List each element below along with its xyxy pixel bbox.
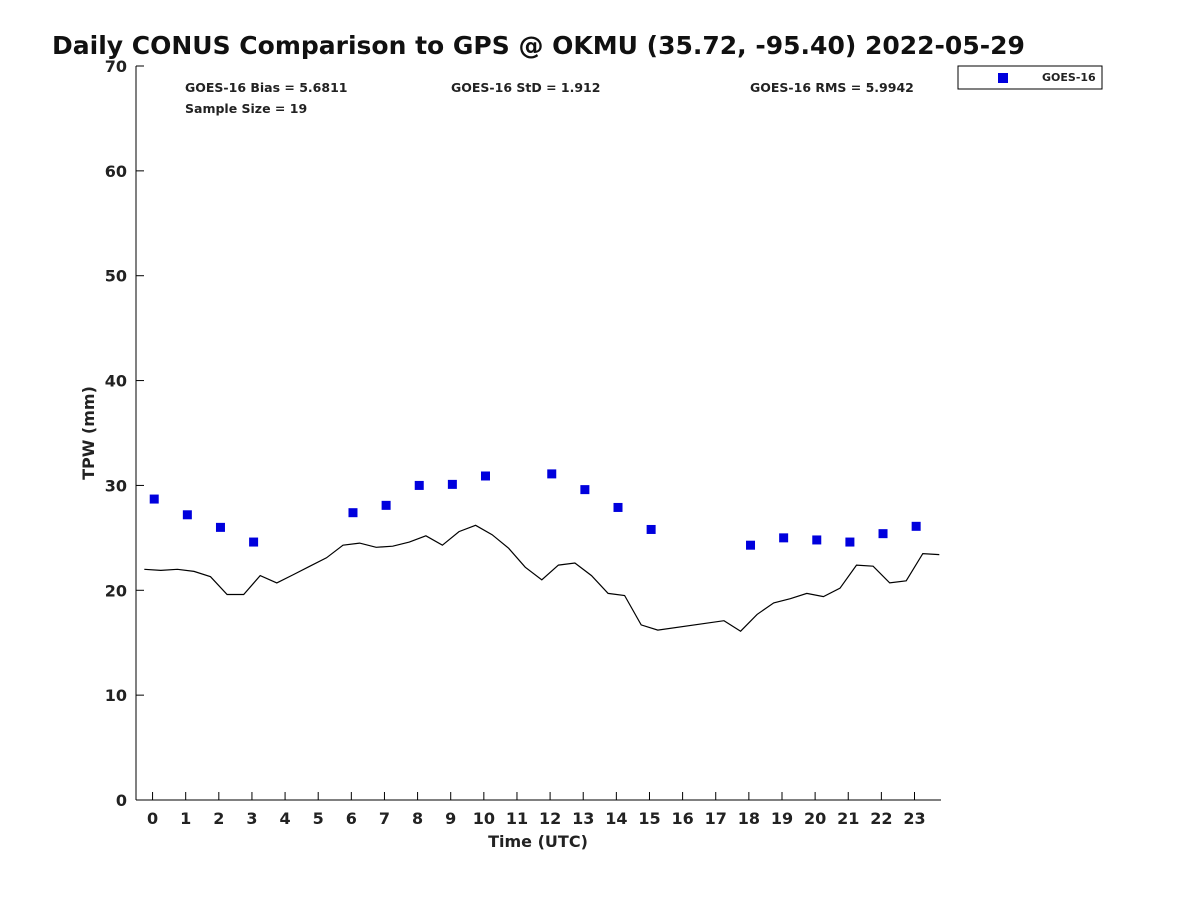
y-tick-label: 60 (105, 162, 127, 181)
stat-std: GOES-16 StD = 1.912 (451, 80, 600, 95)
goes16-data-point (447, 479, 457, 489)
y-tick-label: 70 (105, 57, 127, 76)
x-tick-label: 10 (473, 809, 495, 828)
stat-bias: GOES-16 Bias = 5.6811 (185, 80, 347, 95)
goes16-data-point (812, 535, 822, 545)
legend-box (957, 65, 1103, 90)
x-tick-label: 8 (412, 809, 423, 828)
x-tick-label: 23 (903, 809, 925, 828)
goes16-data-point (182, 510, 192, 520)
x-tick-label: 22 (870, 809, 892, 828)
x-tick-label: 14 (605, 809, 627, 828)
x-tick-label: 21 (837, 809, 859, 828)
goes16-data-point (779, 533, 789, 543)
x-tick-label: 18 (738, 809, 760, 828)
goes16-data-point (215, 522, 225, 532)
gps-line-series (144, 524, 940, 632)
y-ticks: 0 10 20 30 40 50 60 70 (105, 57, 144, 810)
gps-tpw-line (144, 524, 940, 632)
goes16-data-point (414, 480, 424, 490)
x-tick-label: 11 (506, 809, 528, 828)
legend-marker-goes16 (998, 73, 1008, 83)
y-tick-label: 30 (105, 476, 127, 495)
goes16-data-point (480, 471, 490, 481)
x-axis-title: Time (UTC) (488, 832, 588, 851)
x-tick-label: 0 (147, 809, 158, 828)
y-tick-label: 0 (116, 791, 127, 810)
y-tick-label: 20 (105, 581, 127, 600)
y-tick-label: 40 (105, 372, 127, 391)
y-tick-label: 10 (105, 686, 127, 705)
x-tick-label: 20 (804, 809, 826, 828)
legend-label-goes16: GOES-16 (1042, 71, 1096, 84)
goes16-data-point (911, 521, 921, 531)
goes16-data-point (249, 537, 259, 547)
goes16-data-point (149, 494, 159, 504)
x-tick-label: 16 (671, 809, 693, 828)
goes16-data-point (580, 485, 590, 495)
goes16-data-point (547, 469, 557, 479)
x-ticks: 0 1 2 3 4 5 6 7 8 9 10 11 12 13 14 15 16 17 18 19 20 21 22 23 (147, 792, 926, 828)
x-tick-label: 17 (705, 809, 727, 828)
x-tick-label: 12 (539, 809, 561, 828)
goes16-data-point (381, 500, 391, 510)
goes16-data-point (878, 529, 888, 539)
goes16-data-point (746, 540, 756, 550)
chart-title: Daily CONUS Comparison to GPS @ OKMU (35… (52, 31, 1025, 60)
x-tick-label: 3 (246, 809, 257, 828)
goes16-data-point (348, 508, 358, 518)
x-tick-label: 7 (379, 809, 390, 828)
x-tick-label: 15 (638, 809, 660, 828)
x-tick-label: 6 (346, 809, 357, 828)
legend: GOES-16 (957, 65, 1103, 90)
y-tick-label: 50 (105, 267, 127, 286)
stat-rms: GOES-16 RMS = 5.9942 (750, 80, 914, 95)
x-tick-label: 1 (180, 809, 191, 828)
stat-sample-size: Sample Size = 19 (185, 101, 307, 116)
x-tick-label: 13 (572, 809, 594, 828)
goes16-scatter-series (149, 469, 921, 550)
stats-annotations: GOES-16 Bias = 5.6811 GOES-16 StD = 1.91… (185, 80, 914, 116)
x-tick-label: 9 (445, 809, 456, 828)
x-tick-label: 19 (771, 809, 793, 828)
x-tick-label: 2 (213, 809, 224, 828)
x-tick-label: 4 (280, 809, 291, 828)
goes16-data-point (646, 524, 656, 534)
y-axis-title: TPW (mm) (79, 386, 98, 480)
x-tick-label: 5 (313, 809, 324, 828)
goes16-data-point (613, 502, 623, 512)
goes16-data-point (845, 537, 855, 547)
